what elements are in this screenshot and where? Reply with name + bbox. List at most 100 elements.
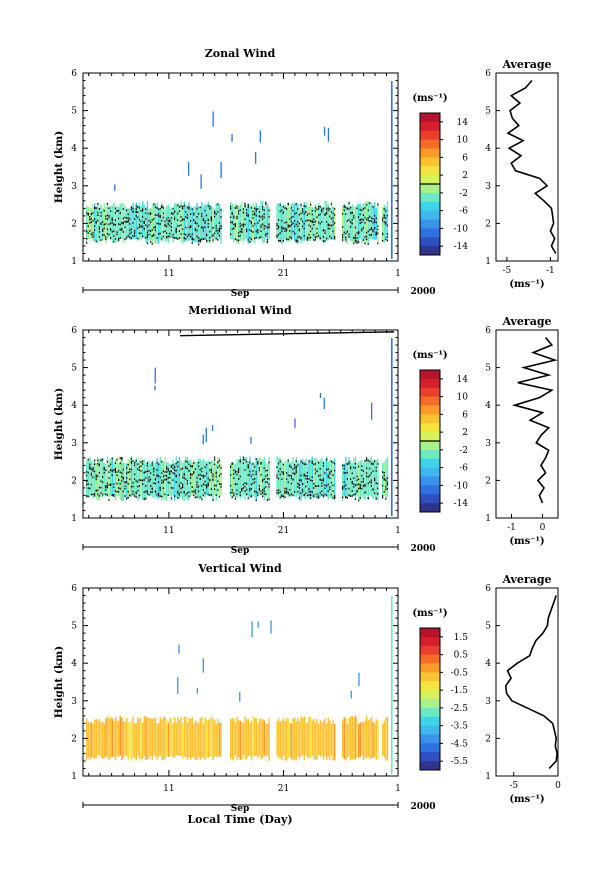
field-streak: [230, 719, 232, 759]
contour-speck: [326, 458, 328, 461]
field-streak: [282, 204, 285, 241]
contour-speck: [260, 230, 262, 232]
contour-speck: [86, 470, 88, 473]
month-label: Sep: [231, 289, 250, 299]
contour-speck: [204, 475, 206, 477]
contour-speck: [90, 233, 92, 235]
contour-speck: [353, 466, 355, 469]
contour-speck: [126, 481, 128, 483]
contour-speck: [268, 209, 270, 212]
field-streak: [113, 463, 115, 497]
contour-speck: [372, 230, 374, 233]
contour-speck: [252, 463, 254, 465]
contour-speck: [263, 487, 265, 490]
contour-speck: [138, 226, 140, 228]
contour-speck: [172, 464, 174, 466]
contour-speck: [263, 209, 265, 212]
contour-speck: [135, 492, 137, 495]
field-streak: [148, 460, 150, 496]
field-streak: [370, 456, 373, 497]
field-streak: [252, 202, 254, 241]
contour-speck: [153, 474, 155, 476]
contour-speck: [121, 472, 123, 474]
profile-y-tick-label: 3: [485, 439, 491, 449]
field-streak: [372, 721, 374, 758]
contour-speck: [177, 465, 179, 468]
contour-speck: [236, 217, 238, 220]
contour-speck: [182, 218, 184, 220]
contour-speck: [230, 205, 232, 208]
contour-speck: [118, 479, 120, 481]
contour-speck: [183, 204, 185, 207]
field-streak: [201, 460, 203, 501]
contour-speck: [124, 481, 126, 484]
contour-speck: [202, 219, 204, 222]
contour-speck: [367, 459, 369, 462]
contour-speck: [156, 222, 158, 225]
contour-speck: [356, 479, 358, 482]
contour-speck: [292, 468, 294, 470]
contour-speck: [193, 490, 195, 493]
contour-speck: [278, 462, 280, 465]
field-streak: [375, 460, 377, 499]
contour-speck: [362, 480, 364, 483]
contour-speck: [276, 474, 278, 477]
contour-speck: [290, 220, 292, 223]
contour-speck: [242, 211, 244, 213]
contour-speck: [326, 237, 328, 240]
field-streak: [230, 201, 232, 240]
contour-speck: [154, 491, 156, 493]
field-streak: [135, 723, 137, 761]
contour-speck: [322, 478, 324, 480]
field-streak: [308, 716, 310, 759]
contour-speck: [172, 236, 174, 239]
contour-speck: [318, 208, 320, 210]
contour-speck: [209, 479, 211, 482]
field-streak: [278, 458, 280, 496]
contour-speck: [370, 217, 372, 219]
contour-speck: [218, 464, 220, 467]
contour-speck: [150, 230, 152, 232]
field-streak: [239, 456, 241, 499]
contour-speck: [302, 488, 304, 491]
contour-speck: [138, 232, 140, 234]
colorbar-segment: [420, 707, 440, 718]
contour-speck: [212, 235, 214, 237]
contour-speck: [306, 471, 308, 474]
contour-speck: [324, 229, 326, 232]
contour-speck: [86, 495, 88, 497]
contour-speck: [372, 229, 374, 231]
contour-speck: [282, 205, 284, 208]
contour-speck: [332, 490, 334, 492]
contour-speck: [110, 222, 112, 225]
field-streak: [313, 719, 315, 760]
field-streak: [311, 720, 313, 756]
contour-speck: [186, 213, 188, 216]
contour-speck: [286, 229, 288, 232]
field-streak: [209, 462, 211, 496]
profile-y-tick-label: 5: [485, 364, 491, 374]
contour-speck: [154, 214, 156, 216]
field-streak: [103, 723, 105, 759]
field-streak: [113, 202, 115, 243]
contour-speck: [114, 471, 116, 473]
contour-speck: [158, 492, 160, 495]
contour-speck: [311, 210, 313, 212]
contour-speck: [92, 220, 94, 222]
field-streak: [94, 719, 96, 759]
contour-speck: [370, 481, 372, 484]
field-streak: [236, 459, 238, 498]
contour-speck: [186, 492, 188, 494]
contour-speck: [366, 467, 368, 470]
field-streak: [217, 202, 219, 241]
contour-speck: [142, 225, 144, 228]
contour-speck: [198, 485, 200, 488]
field-streak: [306, 463, 309, 496]
contour-speck: [124, 216, 126, 219]
contour-speck: [375, 233, 377, 236]
contour-speck: [122, 221, 124, 224]
contour-speck: [209, 469, 211, 472]
contour-speck: [167, 235, 169, 238]
contour-speck: [233, 494, 235, 497]
contour-speck: [113, 223, 115, 225]
